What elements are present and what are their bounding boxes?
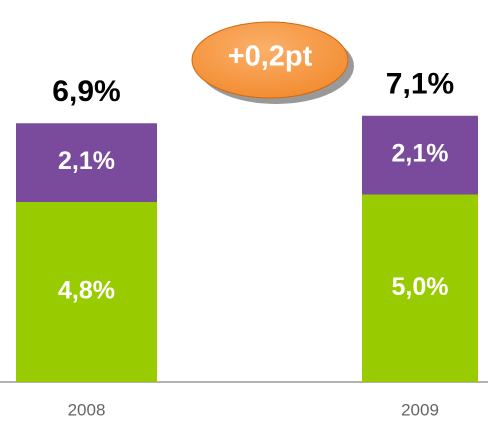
segment-label: 5,0% <box>392 273 449 301</box>
total-label: 7,1% <box>386 68 454 101</box>
bar-segment <box>362 194 478 382</box>
category-label: 2009 <box>401 400 439 419</box>
segment-label: 4,8% <box>58 277 115 305</box>
bar-segment <box>16 123 157 202</box>
segment-label: 2,1% <box>392 140 449 168</box>
bar-segment <box>362 115 478 195</box>
annotation: +0,2pt <box>228 41 313 73</box>
bar-segment <box>16 202 157 382</box>
segment-label: 2,1% <box>58 147 115 175</box>
total-label: 6,9% <box>52 75 120 108</box>
annotation-ellipse <box>191 21 349 99</box>
category-label: 2008 <box>68 400 106 419</box>
